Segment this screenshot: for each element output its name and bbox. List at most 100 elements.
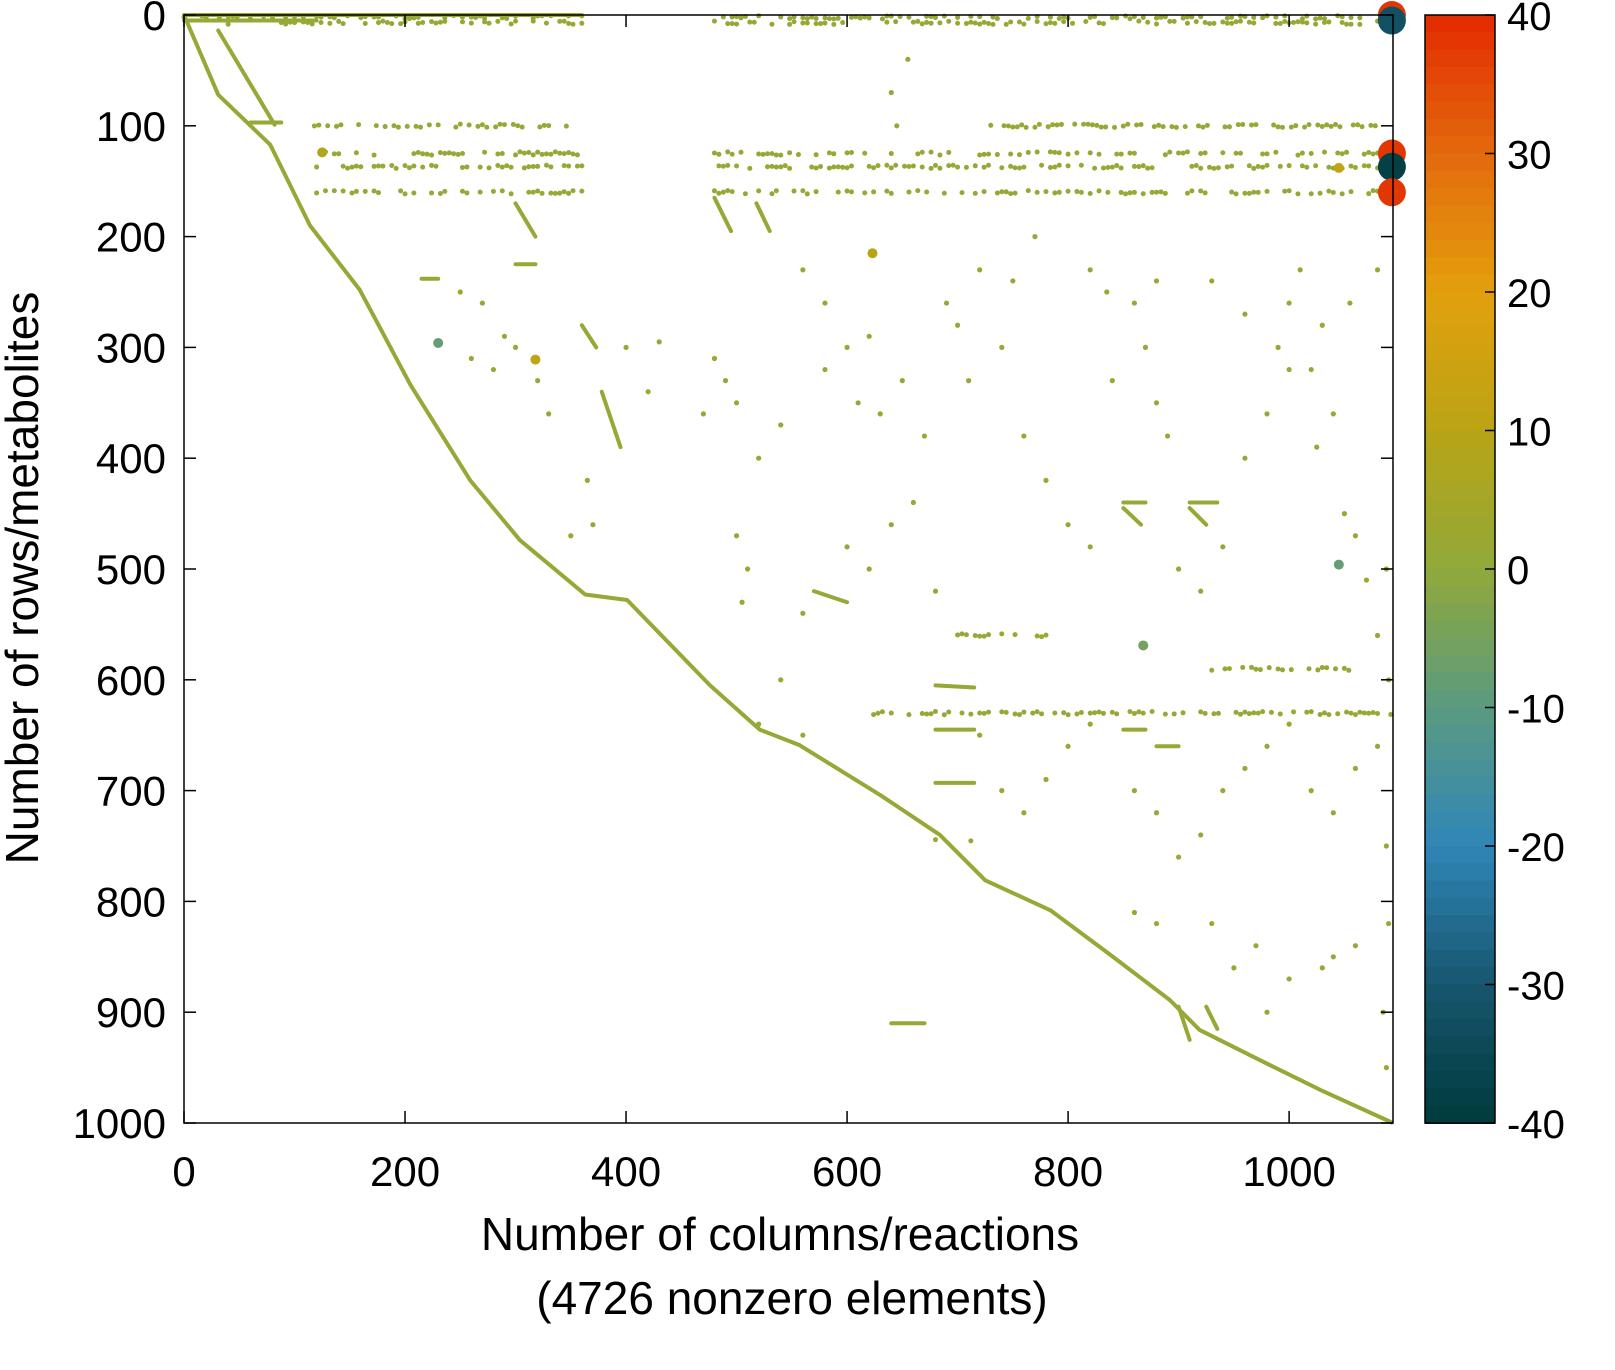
nonzero-element	[517, 149, 523, 155]
nonzero-element	[1246, 711, 1252, 717]
nonzero-element	[413, 123, 419, 129]
nonzero-element	[1052, 190, 1058, 196]
nonzero-element	[1291, 709, 1297, 715]
nonzero-element	[769, 163, 775, 169]
nonzero-element	[988, 122, 994, 128]
nonzero-element	[437, 19, 443, 25]
nonzero-element	[1324, 665, 1330, 671]
nonzero-element	[1021, 810, 1027, 816]
nonzero-element	[1131, 909, 1138, 916]
nonzero-element	[822, 366, 828, 373]
nonzero-element	[1220, 19, 1226, 25]
nonzero-element	[822, 15, 828, 21]
nonzero-element	[340, 21, 346, 27]
nonzero-element	[358, 15, 364, 21]
nonzero-element	[999, 189, 1005, 195]
nonzero-element	[1361, 151, 1367, 157]
nonzero-element	[894, 123, 900, 129]
nonzero-element	[919, 710, 925, 716]
nonzero-element	[1012, 632, 1018, 638]
nonzero-element	[1065, 188, 1071, 194]
nonzero-element	[711, 355, 718, 362]
nonzero-element	[1335, 711, 1341, 717]
nonzero-element	[1348, 21, 1354, 27]
nonzero-element	[442, 188, 448, 194]
colorbar-stripe	[1425, 915, 1495, 934]
nonzero-element	[928, 149, 934, 155]
nonzero-element	[269, 15, 275, 21]
nonzero-element	[316, 122, 322, 128]
nonzero-element	[1008, 19, 1014, 25]
x-tick-label: 200	[370, 1148, 440, 1195]
nonzero-element	[548, 151, 554, 157]
nonzero-element	[937, 20, 943, 26]
nonzero-element	[353, 163, 359, 169]
nonzero-element	[566, 150, 572, 156]
nonzero-element	[711, 150, 717, 156]
nonzero-element	[1034, 709, 1040, 715]
nonzero-element	[787, 150, 793, 156]
nonzero-element	[1052, 164, 1058, 170]
nonzero-element	[526, 149, 532, 155]
nonzero-element	[1052, 149, 1058, 155]
nonzero-element	[716, 151, 722, 157]
nonzero-element	[1291, 19, 1297, 25]
nonzero-element	[946, 163, 952, 169]
nonzero-element	[1277, 163, 1283, 169]
nonzero-element	[884, 162, 890, 168]
nonzero-element	[986, 21, 992, 27]
y-tick-label: 500	[96, 546, 166, 593]
nonzero-element	[1286, 721, 1292, 727]
nonzero-element	[1233, 19, 1239, 25]
nonzero-element	[1286, 163, 1292, 169]
nonzero-element	[1321, 149, 1327, 155]
nonzero-element	[353, 150, 359, 156]
nonzero-element	[1149, 189, 1155, 195]
nonzero-element	[1319, 322, 1325, 328]
nonzero-element	[1078, 709, 1084, 715]
nonzero-element	[1242, 311, 1248, 317]
colorbar-stripe	[1425, 222, 1495, 242]
colorbar-stripe	[1425, 586, 1495, 605]
nonzero-element	[1253, 666, 1259, 672]
nonzero-element	[1273, 20, 1279, 26]
nonzero-element	[826, 150, 832, 156]
nonzero-element	[981, 710, 987, 716]
nonzero-element	[1348, 189, 1354, 195]
nonzero-element	[1315, 122, 1321, 128]
nonzero-element	[884, 188, 890, 194]
colorbar-stripe	[1425, 517, 1495, 536]
nonzero-element	[1070, 20, 1076, 26]
nonzero-element	[1220, 788, 1226, 794]
nonzero-element	[1264, 13, 1270, 19]
nonzero-element	[402, 191, 408, 197]
nonzero-element	[1176, 566, 1182, 572]
nonzero-element	[1153, 810, 1160, 816]
nonzero-element	[818, 163, 824, 169]
nonzero-element	[1131, 150, 1137, 156]
nonzero-element	[871, 189, 877, 195]
nonzero-element	[1233, 709, 1239, 715]
nonzero-element	[977, 633, 983, 639]
colorbar-stripe	[1425, 1019, 1495, 1038]
nonzero-element	[398, 21, 404, 27]
nonzero-element	[1304, 164, 1310, 170]
nonzero-element	[977, 21, 983, 27]
nonzero-element	[981, 633, 987, 639]
nonzero-element	[791, 19, 797, 25]
nonzero-element	[389, 21, 395, 27]
nonzero-element	[809, 164, 815, 170]
nonzero-element	[1061, 710, 1067, 716]
nonzero-element	[579, 188, 585, 194]
nonzero-element	[893, 162, 899, 168]
nonzero-element	[526, 164, 532, 170]
nonzero-element	[1319, 965, 1325, 971]
nonzero-element	[946, 709, 952, 715]
nonzero-element	[459, 151, 465, 157]
nonzero-element	[234, 14, 240, 20]
nonzero-element	[459, 188, 465, 194]
nonzero-element	[1366, 191, 1372, 197]
nonzero-element	[490, 188, 496, 194]
nonzero-element	[1308, 191, 1314, 197]
nonzero-element	[574, 152, 580, 158]
